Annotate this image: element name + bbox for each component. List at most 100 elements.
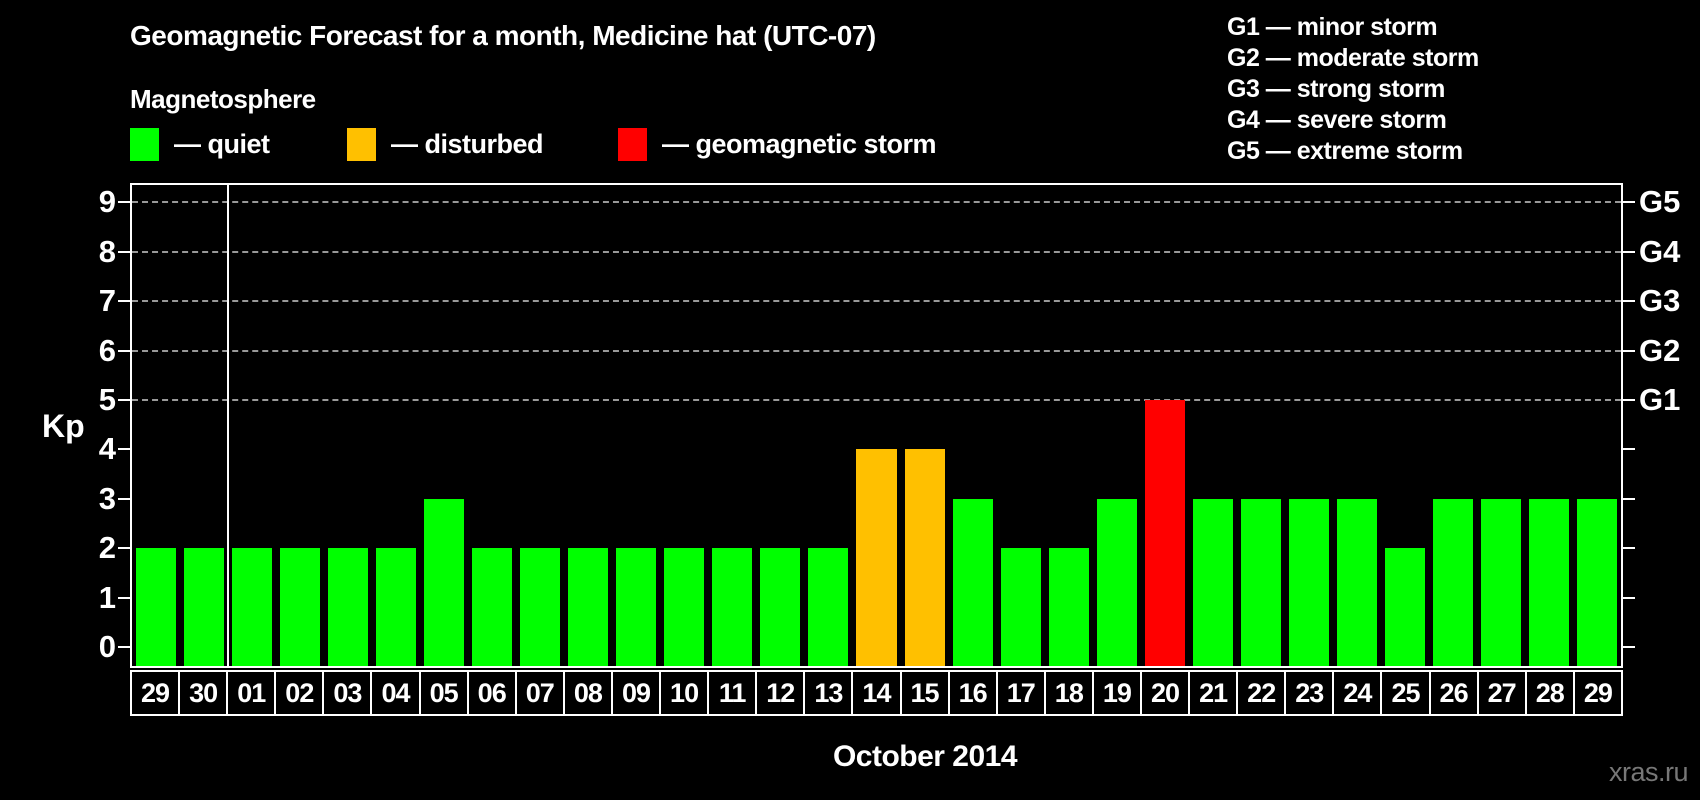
- y-tick-label-7: 7: [98, 283, 116, 319]
- left-tick-kp-5: [118, 399, 130, 401]
- day-label-04: 04: [370, 670, 421, 716]
- left-tick-kp-4: [118, 448, 130, 451]
- right-tick-kp-0: [1623, 646, 1635, 648]
- day-label-16: 16: [947, 670, 998, 716]
- day-label-06: 06: [466, 670, 517, 716]
- day-label-14: 14: [851, 670, 902, 716]
- bar-day-11-quiet: [712, 548, 753, 666]
- bar-day-17-quiet: [1000, 548, 1041, 666]
- bar-day-29-quiet: [136, 548, 177, 666]
- day-label-12: 12: [755, 670, 806, 716]
- bar-day-25-quiet: [1384, 548, 1425, 666]
- quiet-color-swatch: [130, 127, 159, 161]
- day-label-26: 26: [1428, 670, 1479, 716]
- y-tick-label-5: 5: [98, 382, 116, 417]
- day-label-18: 18: [1043, 670, 1094, 716]
- right-axis-label-G5: G5: [1639, 184, 1681, 220]
- right-tick-kp-5: [1623, 399, 1635, 401]
- right-axis-label-G2: G2: [1639, 332, 1681, 368]
- day-label-sep-30: 30: [178, 670, 229, 716]
- disturbed-color-swatch: [347, 127, 376, 161]
- legend-item-quiet: — quiet: [130, 126, 270, 162]
- day-label-27: 27: [1476, 670, 1527, 716]
- g-legend-line-3: G3 — strong storm: [1227, 75, 1445, 103]
- left-tick-kp-1: [118, 596, 130, 599]
- bar-day-22-quiet: [1240, 498, 1281, 666]
- legend-label-disturbed: — disturbed: [391, 128, 544, 159]
- bar-day-16-quiet: [952, 498, 993, 666]
- day-label-01: 01: [226, 670, 277, 716]
- bar-day-01-quiet: [232, 548, 273, 666]
- y-tick-label-3: 3: [98, 480, 116, 516]
- right-tick-kp-4: [1623, 448, 1635, 451]
- x-axis-day-labels: 29 30 01 02 03 04 05 06 07 08 09 10 11 12 13 14 15 16 17 18…: [130, 670, 1623, 716]
- left-tick-kp-7: [118, 300, 130, 303]
- gridline-kp-5: [132, 399, 1621, 401]
- day-label-20: 20: [1139, 670, 1191, 716]
- day-label-10: 10: [659, 670, 710, 716]
- left-tick-kp-0: [118, 646, 130, 648]
- day-label-17: 17: [995, 670, 1046, 716]
- day-label-07: 07: [514, 670, 565, 716]
- day-label-24: 24: [1332, 670, 1383, 716]
- bar-day-10-quiet: [664, 548, 705, 666]
- right-axis-label-G1: G1: [1639, 382, 1681, 417]
- legend-label-quiet: — quiet: [174, 128, 270, 159]
- bar-day-06-quiet: [472, 548, 513, 666]
- gridline-kp-9: [132, 201, 1621, 204]
- y-tick-label-9: 9: [98, 184, 116, 220]
- day-label-13: 13: [803, 670, 854, 716]
- bar-day-04-quiet: [376, 548, 417, 666]
- plot-area: [118, 183, 1635, 668]
- bar-day-30-quiet: [184, 548, 225, 666]
- bar-day-02-quiet: [280, 548, 321, 666]
- y-tick-label-4: 4: [98, 431, 116, 467]
- bar-day-21-quiet: [1192, 498, 1233, 666]
- right-tick-kp-6: [1623, 349, 1635, 352]
- right-tick-kp-2: [1623, 547, 1635, 550]
- bar-day-15-disturbed: [904, 449, 945, 666]
- month-boundary-line: [227, 185, 230, 666]
- bar-day-12-quiet: [760, 548, 801, 666]
- y-tick-label-8: 8: [98, 233, 116, 269]
- storm-color-swatch: [618, 127, 647, 161]
- right-axis-label-G4: G4: [1639, 233, 1681, 269]
- g-legend-line-5: G5 — extreme storm: [1227, 137, 1463, 165]
- bar-day-18-quiet: [1048, 548, 1089, 666]
- day-label-22: 22: [1236, 670, 1287, 716]
- right-tick-kp-3: [1623, 497, 1635, 500]
- bar-day-26-quiet: [1432, 498, 1473, 666]
- bar-day-29-quiet: [1576, 498, 1617, 666]
- bar-day-19-quiet: [1096, 498, 1137, 666]
- bar-day-09-quiet: [616, 548, 657, 666]
- day-label-15: 15: [899, 670, 950, 716]
- legend-item-storm: — geomagnetic storm: [618, 126, 937, 162]
- right-tick-kp-9: [1623, 201, 1635, 204]
- watermark-link[interactable]: xras.ru: [1608, 757, 1689, 787]
- day-label-03: 03: [322, 670, 373, 716]
- day-label-08: 08: [562, 670, 613, 716]
- bar-day-20-storm: [1144, 400, 1185, 666]
- g-legend-line-4: G4 — severe storm: [1227, 106, 1447, 134]
- magnetosphere-subtitle: Magnetosphere: [130, 84, 316, 114]
- x-axis-title: October 2014: [832, 740, 1018, 773]
- y-tick-label-6: 6: [98, 332, 116, 368]
- right-tick-kp-8: [1623, 250, 1635, 253]
- gridline-kp-7: [132, 300, 1621, 303]
- bar-day-24-quiet: [1336, 498, 1377, 666]
- right-tick-kp-1: [1623, 596, 1635, 599]
- left-tick-kp-2: [118, 547, 130, 550]
- day-label-23: 23: [1284, 670, 1335, 716]
- bar-day-08-quiet: [568, 548, 609, 666]
- right-tick-kp-7: [1623, 300, 1635, 303]
- day-label-28: 28: [1524, 670, 1575, 716]
- day-label-25: 25: [1380, 670, 1431, 716]
- legend-item-disturbed: — disturbed: [347, 126, 544, 162]
- y-tick-label-2: 2: [98, 530, 116, 566]
- left-tick-kp-8: [118, 250, 130, 253]
- bar-day-07-quiet: [520, 548, 561, 666]
- day-label-21: 21: [1188, 670, 1239, 716]
- bar-day-13-quiet: [808, 548, 849, 666]
- day-label-11: 11: [707, 670, 758, 716]
